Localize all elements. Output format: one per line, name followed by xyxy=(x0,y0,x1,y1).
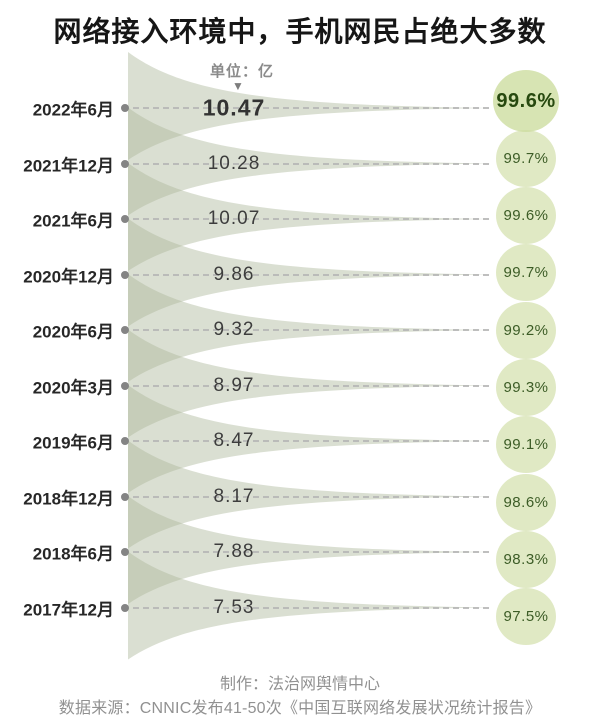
row-value: 8.47 xyxy=(213,430,255,451)
row-value: 7.88 xyxy=(213,541,255,562)
row-dashed-line xyxy=(133,495,489,498)
row-date-label: 2018年6月 xyxy=(32,544,114,564)
row-percent-bubble: 98.3% xyxy=(496,530,556,588)
row-marker-dot-icon xyxy=(121,437,129,445)
row-percent-bubble: 99.1% xyxy=(496,416,556,474)
footer-credit: 制作：法治网舆情中心 xyxy=(219,676,380,693)
row-date-label: 2020年6月 xyxy=(32,322,114,342)
row-dashed-line xyxy=(133,440,489,442)
row-percent-bubble: 99.6% xyxy=(496,187,556,245)
row-dashed-line xyxy=(133,606,489,609)
row-percent: 98.6% xyxy=(503,493,549,511)
row-marker-dot-icon xyxy=(121,270,129,279)
row-dashed-line xyxy=(133,551,489,553)
row-date-label: 2021年6月 xyxy=(32,211,114,231)
row-value: 9.32 xyxy=(213,319,255,340)
row-value: 10.28 xyxy=(207,152,261,174)
row-date-label: 2020年12月 xyxy=(23,267,114,286)
row-date-label: 2020年3月 xyxy=(32,378,114,397)
arrow-down-icon: ▼ xyxy=(232,79,244,93)
row-percent-bubble: 99.3% xyxy=(496,359,556,416)
row-marker-dot-icon xyxy=(121,215,129,223)
row-percent: 98.3% xyxy=(503,550,549,568)
row-dashed-line xyxy=(133,329,489,331)
row-percent-bubble: 99.6% xyxy=(493,70,559,132)
page-title: 网络接入环境中，手机网民占绝大多数 xyxy=(53,16,547,47)
unit-label: 单位：亿 xyxy=(209,63,274,80)
row-dashed-line xyxy=(133,384,489,387)
row-date-label: 2018年12月 xyxy=(23,489,114,508)
row-marker-dot-icon xyxy=(121,104,129,112)
row-percent: 99.7% xyxy=(503,264,549,282)
row-percent-bubble: 99.7% xyxy=(496,129,556,187)
row-marker-dot-icon xyxy=(121,381,129,390)
row-date-label: 2019年6月 xyxy=(32,433,114,453)
row-dashed-line xyxy=(133,218,489,220)
row-value: 10.47 xyxy=(202,94,266,121)
row-marker-dot-icon xyxy=(121,326,129,334)
row-percent-bubble: 98.6% xyxy=(496,473,556,531)
row-marker-dot-icon xyxy=(121,603,129,612)
row-value: 10.07 xyxy=(207,208,261,229)
row-value: 7.53 xyxy=(213,596,255,618)
row-percent: 99.7% xyxy=(503,149,549,167)
footer-source: 数据来源：CNNIC发布41-50次《中国互联网络发展状况统计报告》 xyxy=(58,700,542,717)
row-value: 9.86 xyxy=(213,263,255,285)
row-dashed-line xyxy=(133,162,489,165)
row-percent-bubble: 99.2% xyxy=(496,301,556,359)
row-percent: 99.3% xyxy=(503,379,549,396)
row-percent-bubble: 97.5% xyxy=(496,588,556,646)
row-percent: 99.2% xyxy=(503,321,549,339)
row-marker-dot-icon xyxy=(121,492,129,501)
row-value: 8.97 xyxy=(213,374,255,396)
row-date-label: 2017年12月 xyxy=(23,600,114,619)
row-marker-dot-icon xyxy=(121,159,129,168)
row-percent: 99.1% xyxy=(503,436,549,454)
row-dashed-line xyxy=(133,273,489,276)
row-marker-dot-icon xyxy=(121,548,129,556)
row-dashed-line xyxy=(133,107,489,109)
row-date-label: 2021年12月 xyxy=(23,156,114,175)
row-percent: 97.5% xyxy=(503,608,549,626)
row-percent: 99.6% xyxy=(503,207,549,225)
row-date-label: 2022年6月 xyxy=(32,100,114,120)
row-percent: 99.6% xyxy=(496,89,556,112)
row-percent-bubble: 99.7% xyxy=(496,244,556,302)
row-value: 8.17 xyxy=(213,485,255,507)
